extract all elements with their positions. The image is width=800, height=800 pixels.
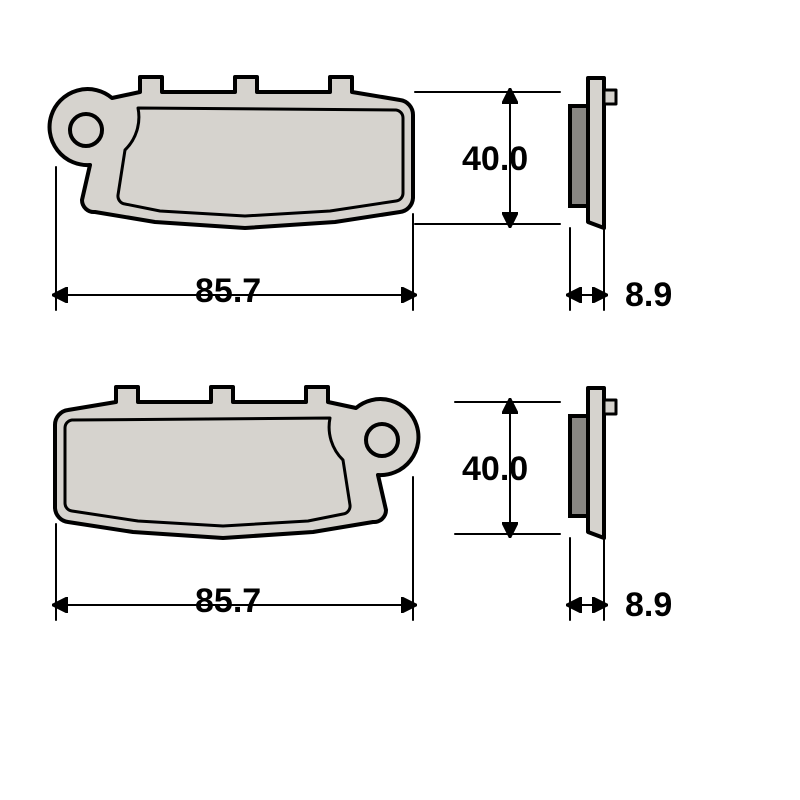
top-pad-side bbox=[570, 78, 616, 228]
bottom-pad-side bbox=[570, 388, 616, 538]
bottom-pad-front bbox=[55, 387, 418, 538]
bottom-thickness-dim bbox=[570, 538, 604, 620]
bottom-thickness-label: 8.9 bbox=[625, 586, 672, 625]
top-thickness-dim bbox=[570, 228, 604, 310]
top-width-label: 85.7 bbox=[195, 272, 261, 311]
bottom-width-label: 85.7 bbox=[195, 582, 261, 621]
diagram-svg bbox=[0, 0, 800, 800]
bottom-height-label: 40.0 bbox=[462, 450, 528, 489]
top-thickness-label: 8.9 bbox=[625, 276, 672, 315]
top-height-label: 40.0 bbox=[462, 140, 528, 179]
top-pad-front bbox=[50, 77, 413, 228]
diagram-canvas: 40.0 85.7 8.9 40.0 85.7 8.9 bbox=[0, 0, 800, 800]
